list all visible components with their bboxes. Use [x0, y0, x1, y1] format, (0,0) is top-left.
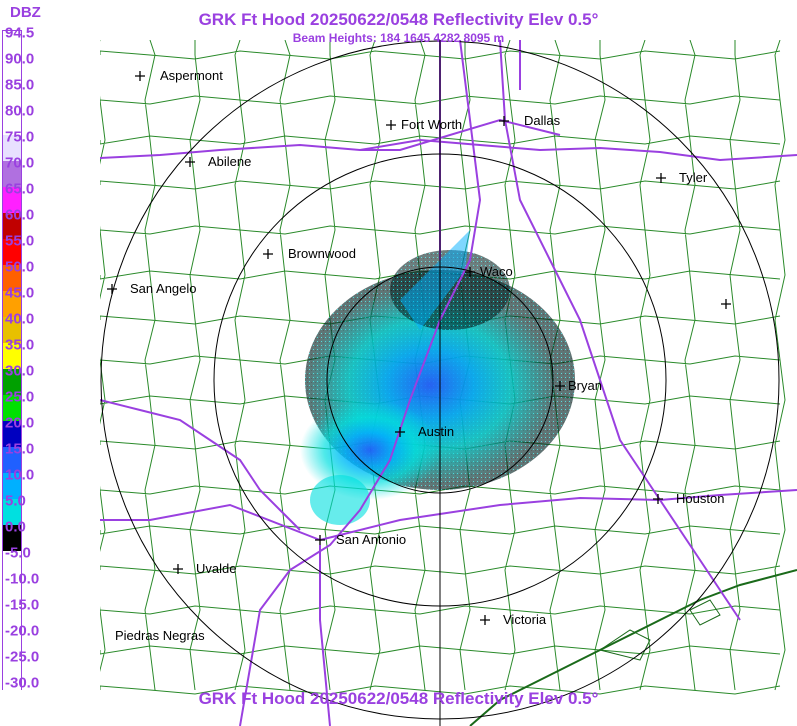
legend-band: [3, 447, 21, 473]
legend-label: 75.0: [5, 128, 35, 146]
city-marker-abilene: [185, 157, 195, 167]
legend-band: [3, 343, 21, 369]
city-marker-aspermont: [135, 71, 145, 81]
city-label-piedras-negras: Piedras Negras: [115, 628, 205, 643]
city-marker-victoria: [480, 615, 490, 625]
legend-band: [3, 317, 21, 343]
legend-label: 25.0: [5, 388, 35, 406]
legend-band: [3, 681, 21, 707]
city-marker-dallas: [499, 116, 509, 126]
city-label-san-angelo: San Angelo: [130, 281, 197, 296]
city-label-abilene: Abilene: [208, 154, 251, 169]
legend-band: [3, 83, 21, 109]
legend-label: 40.0: [5, 310, 35, 328]
legend-label: 55.0: [5, 232, 35, 250]
city-label-aspermont: Aspermont: [160, 68, 223, 83]
legend-band: [3, 265, 21, 291]
city-label-brownwood: Brownwood: [288, 246, 356, 261]
legend-band: [3, 629, 21, 655]
legend-label: -30.0: [5, 674, 40, 692]
legend-band: [3, 473, 21, 499]
legend-label: -10.0: [5, 570, 40, 588]
legend-band: [3, 57, 21, 83]
legend-label: 70.0: [5, 154, 35, 172]
legend-label: 90.0: [5, 50, 35, 68]
city-label-tyler: Tyler: [679, 170, 708, 185]
legend-label: 65.0: [5, 180, 35, 198]
legend-label: 0.0: [5, 518, 26, 536]
legend-band: [3, 291, 21, 317]
legend-label: 35.0: [5, 336, 35, 354]
city-label-victoria: Victoria: [503, 612, 547, 627]
legend-label: 94.5: [5, 24, 35, 42]
coastline: [469, 569, 797, 726]
legend-band: [3, 395, 21, 421]
legend-label: 20.0: [5, 414, 35, 432]
legend-label: -15.0: [5, 596, 40, 614]
legend-band: [3, 369, 21, 395]
legend-label: -5.0: [5, 544, 31, 562]
legend-label: 10.0: [5, 466, 35, 484]
legend-label: 45.0: [5, 284, 35, 302]
legend-band: [3, 551, 21, 577]
red-river-border: [100, 138, 797, 162]
legend-band: [3, 499, 21, 525]
city-marker-san-angelo: [107, 284, 117, 294]
city-label-san-antonio: San Antonio: [336, 532, 406, 547]
legend-band: [3, 31, 21, 57]
legend-band: [3, 655, 21, 681]
legend-band: [3, 603, 21, 629]
legend-label: 60.0: [5, 206, 35, 224]
city-marker-waco: [465, 267, 475, 277]
city-label-houston: Houston: [676, 491, 724, 506]
city-label-fort-worth: Fort Worth: [401, 117, 462, 132]
radar-title: GRK Ft Hood 20250622/0548 Reflectivity E…: [198, 10, 599, 29]
city-label-waco: Waco: [480, 264, 513, 279]
legend-label: 30.0: [5, 362, 35, 380]
legend-label: 80.0: [5, 102, 35, 120]
legend-band: [3, 109, 21, 135]
reflectivity-echoes: [300, 230, 575, 525]
city-marker-fort-worth: [386, 120, 396, 130]
city-marker-brownwood: [263, 249, 273, 259]
city-marker-houston: [653, 494, 663, 504]
range-rings: [100, 40, 780, 726]
bay: [598, 599, 721, 661]
legend-unit: DBZ: [10, 4, 41, 21]
color-legend: [2, 30, 22, 707]
city-label-austin: Austin: [418, 424, 454, 439]
legend-band: [3, 187, 21, 213]
highways: [100, 40, 797, 726]
beam-heights: Beam Heights: 184 1645 4282 8095 m: [292, 31, 505, 45]
legend-band: [3, 135, 21, 161]
city-marker-bryan: [555, 381, 565, 391]
city-label-dallas: Dallas: [524, 113, 561, 128]
legend-band: [3, 577, 21, 603]
city-marker-san-antonio: [315, 535, 325, 545]
legend-label: 50.0: [5, 258, 35, 276]
city-marker-tyler: [656, 173, 666, 183]
legend-band: [3, 421, 21, 447]
city-label-uvalde: Uvalde: [196, 561, 236, 576]
legend-label: -20.0: [5, 622, 40, 640]
legend-label: 85.0: [5, 76, 35, 94]
city-marker-uvalde: [173, 564, 183, 574]
legend-band: [3, 213, 21, 239]
map-layers: Aspermont Fort Worth Dallas Abilene Tyler Bro…: [100, 40, 797, 726]
legend-label: -25.0: [5, 648, 40, 666]
legend-band: [3, 161, 21, 187]
footer-title: GRK Ft Hood 20250622/0548 Reflectivity E…: [198, 689, 599, 708]
city-marker-austin: [395, 427, 405, 437]
legend-band: [3, 525, 21, 551]
legend-label: 15.0: [5, 440, 35, 458]
city-label-bryan: Bryan: [568, 378, 602, 393]
city-marker-unlabeled: [721, 299, 731, 309]
legend-band: [3, 239, 21, 265]
legend-label: 5.0: [5, 492, 26, 510]
